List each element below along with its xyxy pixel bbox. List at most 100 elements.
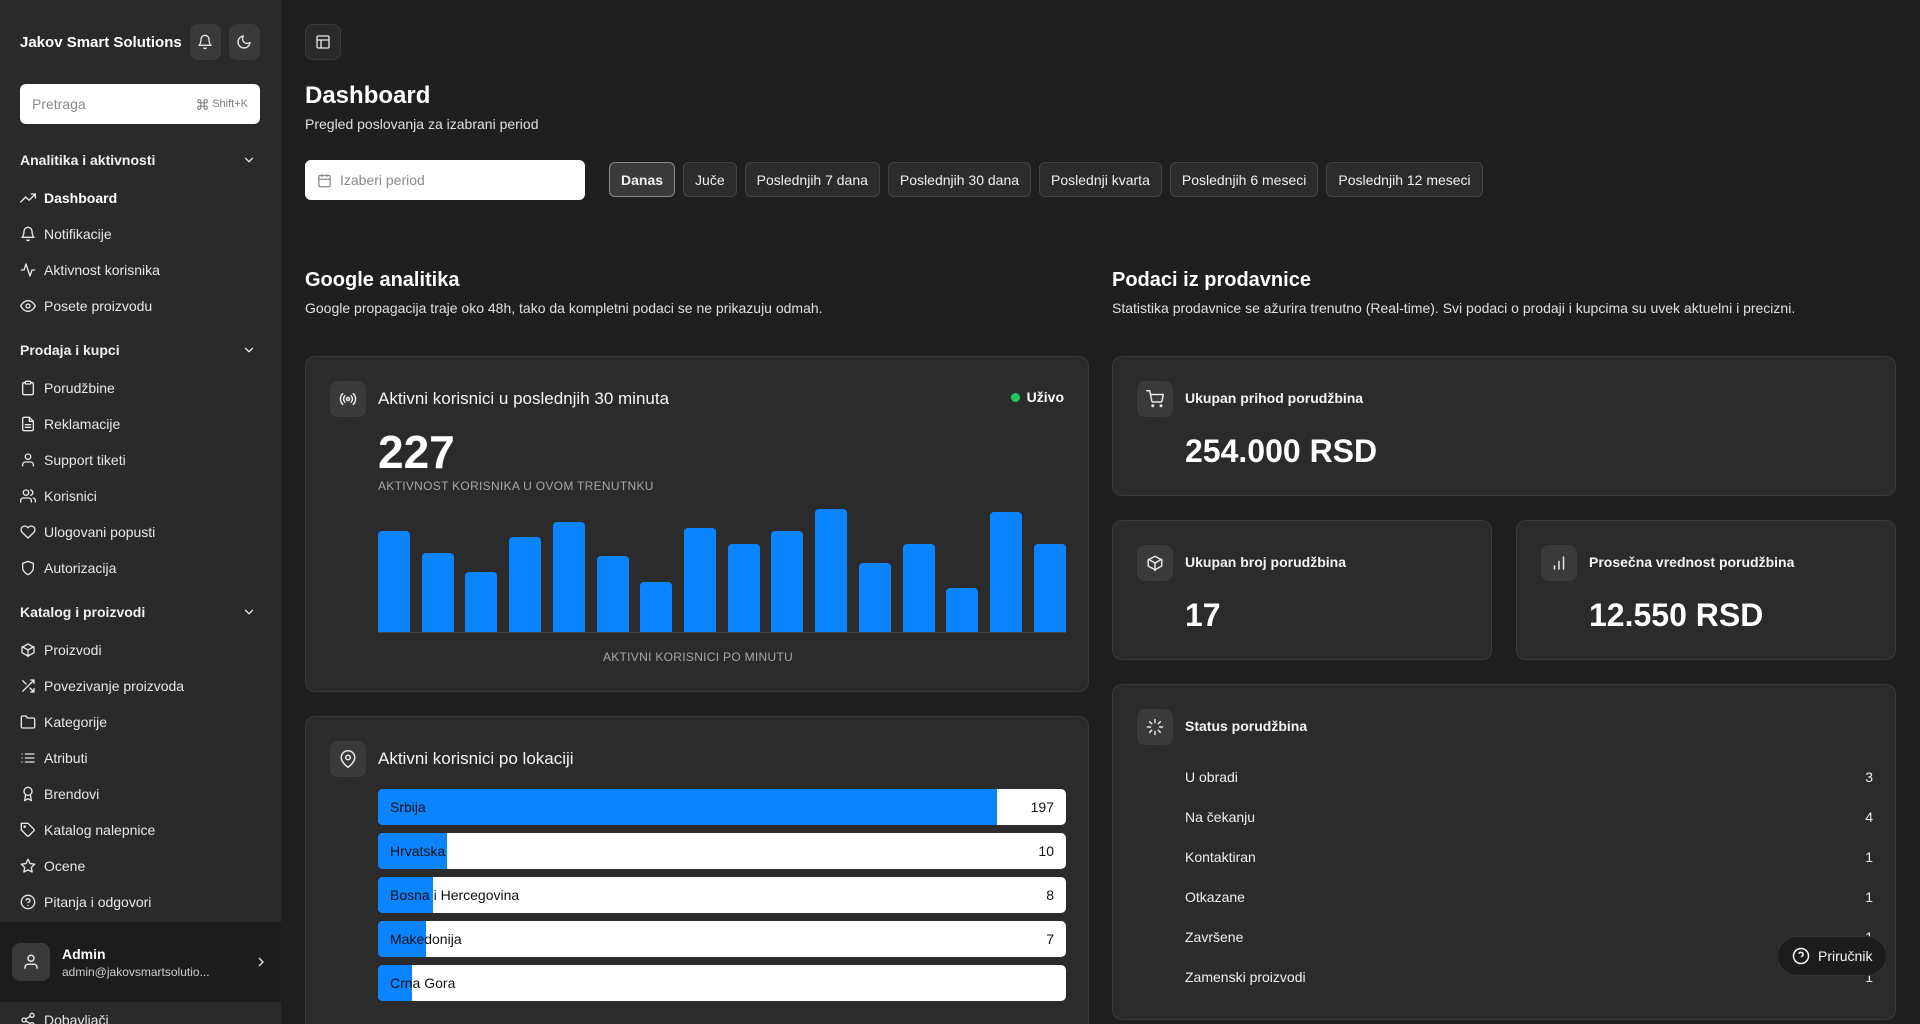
sidebar-item-label: Kategorije [44, 714, 108, 730]
sidebar-item-label: Autorizacija [44, 560, 117, 576]
sidebar-item-ratings[interactable]: Ocene [20, 848, 260, 884]
sidebar-item-attributes[interactable]: Atributi [20, 740, 260, 776]
chip-last-30-days[interactable]: Poslednjih 30 dana [887, 162, 1032, 197]
search-input[interactable] [32, 96, 197, 112]
location-bar-fill [378, 833, 447, 869]
sidebar-item-qa[interactable]: Pitanja i odgovori [20, 884, 260, 920]
google-section-title: Google analitika [305, 269, 460, 291]
shortcut-label: Shift+K [212, 98, 248, 110]
nav-group-header[interactable]: Analitika i aktivnosti [20, 148, 260, 172]
status-row: Na čekanju 4 [1185, 797, 1873, 837]
tag-icon [20, 822, 35, 837]
active-users-caption: AKTIVNOST KORISNIKA U OVOM TRENUTNKU [378, 479, 654, 493]
store-section-title: Podaci iz prodavnice [1112, 269, 1311, 291]
sidebar-item-authorization[interactable]: Autorizacija [20, 550, 260, 586]
notifications-button[interactable] [189, 24, 221, 60]
sidebar-item-dashboard[interactable]: Dashboard [20, 180, 260, 216]
brand-name: Jakov Smart Solutions [20, 33, 182, 51]
chart-bar [727, 544, 760, 632]
card-icon [1137, 381, 1173, 417]
revenue-card: Ukupan prihod porudžbina 254.000 RSD [1112, 356, 1896, 496]
sidebar-item-notifications[interactable]: Notifikacije [20, 216, 260, 252]
sidebar-item-label: Atributi [44, 750, 88, 766]
nav-group-catalog: Katalog i proizvodi Proizvodi Povezivanj… [20, 600, 260, 920]
sidebar-item-brands[interactable]: Brendovi [20, 776, 260, 812]
theme-toggle-button[interactable] [228, 24, 260, 60]
chart-bar [858, 563, 891, 632]
sidebar-item-users[interactable]: Korisnici [20, 478, 260, 514]
sidebar-item-discounts[interactable]: Ulogovani popusti [20, 514, 260, 550]
sidebar-item-label: Korisnici [44, 488, 97, 504]
share-icon [21, 1012, 35, 1024]
period-chips: Danas Juče Poslednjih 7 dana Poslednjih … [609, 162, 1483, 197]
sidebar-item-products[interactable]: Proizvodi [20, 632, 260, 668]
nav-group-title: Prodaja i kupci [20, 342, 120, 358]
chip-last-7-days[interactable]: Poslednjih 7 dana [744, 162, 880, 197]
page-title: Dashboard [305, 82, 431, 109]
live-label: Uživo [1026, 389, 1064, 405]
active-users-bar-chart [378, 507, 1066, 633]
status-label: Zamenski proizvodi [1185, 969, 1306, 985]
location-bar-fill [378, 789, 998, 825]
sidebar-item-catalog-stickers[interactable]: Katalog nalepnice [20, 812, 260, 848]
location-card: Aktivni korisnici po lokaciji Srbija 197 H… [305, 716, 1089, 1024]
active-users-count: 227 [378, 426, 455, 478]
nav-group-header[interactable]: Katalog i proizvodi [20, 600, 260, 624]
sidebar-item-user-activity[interactable]: Aktivnost korisnika [20, 252, 260, 288]
box-icon [21, 643, 35, 658]
sidebar-search[interactable]: Shift+K [20, 84, 260, 124]
status-label: Završene [1185, 929, 1244, 945]
shuffle-icon [22, 679, 35, 693]
order-count-title: Ukupan broj porudžbina [1185, 554, 1346, 570]
status-value: 1 [1865, 849, 1873, 865]
sidebar-toggle-button[interactable] [305, 24, 341, 60]
nav-group-sales: Prodaja i kupci Porudžbine Reklamacije S… [20, 338, 260, 586]
status-row: Zamenski proizvodi 1 [1185, 957, 1873, 997]
chart-bar [902, 544, 935, 632]
status-row: Kontaktiran 1 [1185, 837, 1873, 877]
avg-order-card: Prosečna vrednost porudžbina 12.550 RSD [1516, 520, 1896, 660]
location-row: Crna Gora [378, 965, 1066, 1001]
sidebar-item-label: Reklamacije [44, 416, 121, 432]
list-icon [21, 753, 35, 763]
help-circle-icon [20, 894, 36, 910]
user-email: admin@jakovsmartsolutio... [62, 964, 210, 979]
sidebar-item-label: Povezivanje proizvoda [44, 678, 185, 694]
chevron-down-icon [244, 157, 254, 163]
period-input[interactable] [340, 172, 573, 188]
card-icon [330, 381, 366, 417]
sidebar-nav: Analitika i aktivnosti Dashboard Notifik… [20, 148, 260, 934]
chip-yesterday[interactable]: Juče [683, 162, 737, 197]
box-icon [1147, 555, 1163, 572]
sidebar-item-label: Porudžbine [44, 380, 115, 396]
help-button[interactable]: Priručnik [1777, 936, 1888, 976]
chart-bar [771, 531, 804, 632]
chip-today[interactable]: Danas [609, 162, 676, 197]
location-list: Srbija 197 Hrvatska 10 Bosna i Hercegovina 8 M… [378, 789, 1066, 1009]
sidebar-item-complaints[interactable]: Reklamacije [20, 406, 260, 442]
loader-icon [1146, 718, 1164, 736]
sidebar-item-product-linking[interactable]: Povezivanje proizvoda [20, 668, 260, 704]
sidebar-item-suppliers[interactable]: Dobavljači [20, 1012, 109, 1024]
sidebar-item-label: Dashboard [44, 190, 118, 206]
heart-icon [20, 525, 36, 539]
status-row: U obradi 3 [1185, 757, 1873, 797]
period-picker[interactable] [305, 160, 585, 200]
user-profile[interactable]: Admin admin@jakovsmartsolutio... [0, 922, 281, 1002]
sidebar-item-label: Posete proizvodu [44, 298, 153, 314]
moon-icon [237, 35, 252, 49]
chip-last-6-months[interactable]: Poslednjih 6 meseci [1169, 162, 1319, 197]
chip-last-12-months[interactable]: Poslednjih 12 meseci [1326, 162, 1483, 197]
nav-group-header[interactable]: Prodaja i kupci [20, 338, 260, 362]
location-row: Bosna i Hercegovina 8 [378, 877, 1066, 913]
chip-last-quarter[interactable]: Poslednji kvarta [1039, 162, 1162, 197]
chart-bar [421, 553, 454, 632]
sidebar-item-support-tickets[interactable]: Support tiketi [20, 442, 260, 478]
sidebar-item-product-visits[interactable]: Posete proizvodu [20, 288, 260, 324]
user-icon [22, 453, 34, 467]
chart-bar [378, 531, 410, 632]
sidebar-item-orders[interactable]: Porudžbine [20, 370, 260, 406]
chart-caption: AKTIVNI KORISNICI PO MINUTU [602, 650, 794, 664]
chevron-right-icon [258, 957, 264, 967]
sidebar-item-categories[interactable]: Kategorije [20, 704, 260, 740]
